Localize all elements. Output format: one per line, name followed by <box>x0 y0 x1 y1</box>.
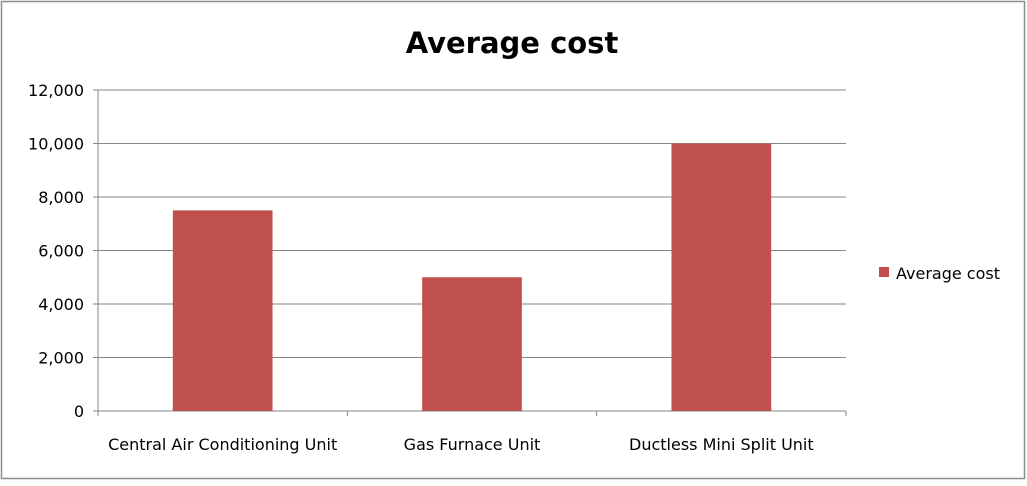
x-axis-category-labels: Central Air Conditioning Unit Gas Furnace… <box>108 435 814 454</box>
bars <box>172 143 772 411</box>
chart-title: Average cost <box>406 26 619 60</box>
y-axis-tick-labels: 0 2,000 4,000 6,000 8,000 10,000 12,000 <box>28 81 84 421</box>
bar <box>172 210 273 411</box>
bar <box>671 143 772 411</box>
x-category-label: Ductless Mini Split Unit <box>629 435 814 454</box>
y-tick-label: 6,000 <box>38 242 84 261</box>
legend-swatch <box>879 267 889 277</box>
legend: Average cost <box>879 264 1000 283</box>
y-tick-label: 0 <box>74 402 84 421</box>
y-tick-label: 4,000 <box>38 295 84 314</box>
y-tick-label: 10,000 <box>28 135 84 154</box>
legend-label: Average cost <box>896 264 1000 283</box>
y-tick-label: 12,000 <box>28 81 84 100</box>
x-category-label: Gas Furnace Unit <box>404 435 541 454</box>
y-tick-label: 2,000 <box>38 349 84 368</box>
y-tick-label: 8,000 <box>38 188 84 207</box>
bar <box>422 277 522 411</box>
x-category-label: Central Air Conditioning Unit <box>108 435 337 454</box>
